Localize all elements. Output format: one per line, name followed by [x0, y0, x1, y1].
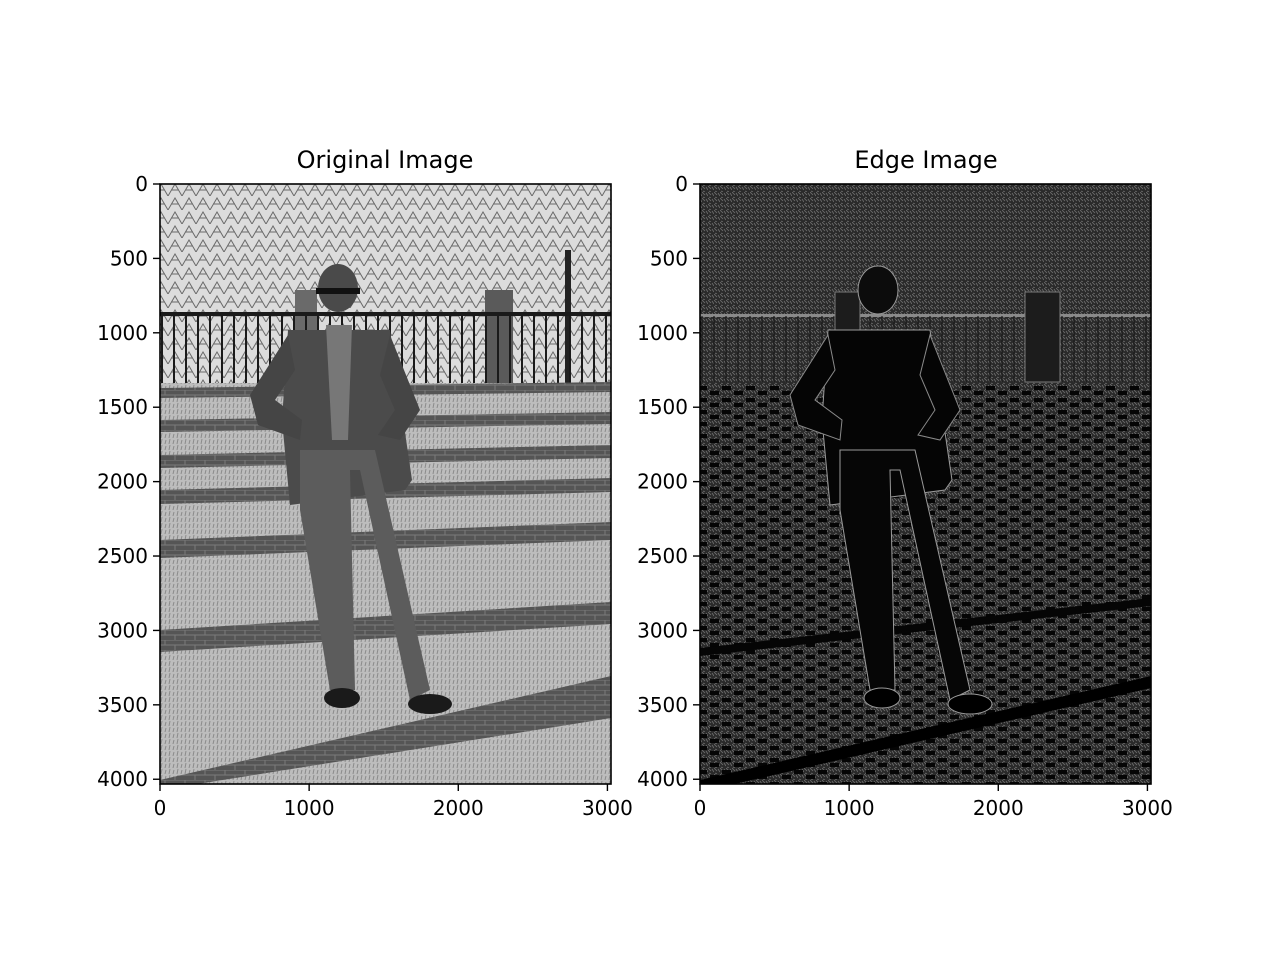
x-tick-label: 2000: [973, 796, 1024, 820]
y-tick-label: 2500: [97, 544, 148, 568]
original-photo: [160, 184, 611, 784]
x-tick-label: 3000: [582, 796, 633, 820]
edge-photo: [700, 184, 1151, 784]
y-tick-label: 3500: [637, 693, 688, 717]
original-image-title: Original Image: [297, 146, 474, 174]
y-tick-label: 4000: [637, 767, 688, 791]
y-tick-label: 1000: [97, 321, 148, 345]
y-tick-label: 2000: [637, 470, 688, 494]
y-tick-label: 3000: [97, 618, 148, 642]
original-axes-frame: [159, 183, 612, 785]
edge-image-panel: Edge Image 0 1000 20: [637, 146, 1173, 820]
x-tick-label: 2000: [433, 796, 484, 820]
y-tick-label: 1500: [97, 395, 148, 419]
edge-ticks: 0 1000 2000 3000 0 500 1000 1500 2000 2500 3000 350…: [637, 172, 1173, 820]
x-tick-label: 3000: [1122, 796, 1173, 820]
y-tick-label: 3500: [97, 693, 148, 717]
original-ticks: 0 1000 2000 3000 0 500 1000 1500 2000 2500 3000 350…: [97, 172, 633, 820]
edge-image-title: Edge Image: [854, 146, 997, 174]
y-tick-label: 0: [135, 172, 148, 196]
person-edge-figure: [789, 265, 993, 715]
y-tick-label: 500: [650, 246, 688, 270]
original-image-panel: Original Image: [97, 146, 633, 820]
y-tick-label: 3000: [637, 618, 688, 642]
x-tick-label: 0: [154, 796, 167, 820]
person-figure: [250, 264, 452, 714]
x-tick-label: 0: [694, 796, 707, 820]
y-tick-label: 1500: [637, 395, 688, 419]
y-tick-label: 0: [675, 172, 688, 196]
y-tick-label: 2500: [637, 544, 688, 568]
x-tick-label: 1000: [824, 796, 875, 820]
y-tick-label: 4000: [97, 767, 148, 791]
edge-axes-frame: [699, 183, 1152, 785]
y-tick-label: 1000: [637, 321, 688, 345]
x-tick-label: 1000: [284, 796, 335, 820]
y-tick-label: 500: [110, 246, 148, 270]
y-tick-label: 2000: [97, 470, 148, 494]
